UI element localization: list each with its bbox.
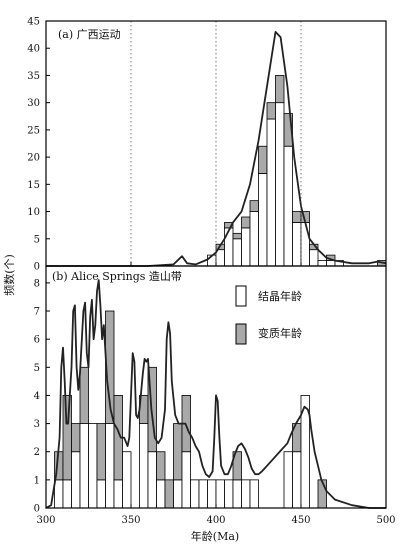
panel-b-bar-crystallization bbox=[190, 479, 200, 509]
panel-a-y-tick-label: 25 bbox=[27, 125, 40, 136]
legend-crystallization-swatch bbox=[235, 285, 247, 307]
panel-b-bar-crystallization bbox=[79, 423, 89, 509]
panel-b-bar-metamorphic bbox=[232, 451, 242, 481]
panel-b-bar-crystallization bbox=[215, 479, 225, 509]
panel-b-bar-metamorphic bbox=[79, 366, 89, 424]
panel-a-y-tick-label: 0 bbox=[34, 262, 40, 273]
panel-a-y-tick-label: 5 bbox=[34, 234, 40, 245]
panel-a-title: (a) 广西运动 bbox=[58, 28, 121, 41]
panel-b-y-tick-label: 4 bbox=[34, 391, 40, 402]
panel-a-bar-crystallization bbox=[249, 211, 259, 267]
panel-b-bar-crystallization bbox=[224, 479, 234, 509]
panel-b-bar-crystallization bbox=[232, 479, 242, 509]
panel-b-bar-crystallization bbox=[113, 479, 123, 509]
x-tick-label: 450 bbox=[291, 515, 310, 526]
panel-b-bar-crystallization bbox=[173, 479, 183, 509]
panel-b-frame bbox=[45, 265, 387, 509]
panel-b-bar-crystallization bbox=[207, 479, 217, 509]
panel-a-bar-metamorphic bbox=[266, 102, 276, 120]
panel-b-y-tick-label: 0 bbox=[34, 504, 40, 515]
legend-metamorphic-swatch bbox=[235, 323, 247, 345]
panel-a-bar-metamorphic bbox=[292, 211, 302, 223]
panel-a-bar-metamorphic bbox=[258, 145, 268, 174]
panel-b-bar-crystallization bbox=[147, 451, 157, 509]
panel-a-bar-crystallization bbox=[283, 145, 293, 267]
panel-b-y-tick-label: 8 bbox=[34, 278, 40, 289]
panel-b-bar-metamorphic bbox=[62, 395, 72, 481]
panel-b-bar-metamorphic bbox=[173, 423, 183, 481]
panel-a-bar-metamorphic bbox=[249, 200, 259, 212]
panel-b-bar-crystallization bbox=[54, 479, 64, 509]
panel-a-bar-crystallization bbox=[258, 173, 268, 267]
panel-b-bar-metamorphic bbox=[96, 423, 106, 481]
panel-b-y-tick-label: 5 bbox=[34, 363, 40, 374]
panel-b-bar-crystallization bbox=[283, 451, 293, 509]
panel-b-bar-crystallization bbox=[71, 451, 81, 509]
panel-b-bar-crystallization bbox=[88, 423, 98, 509]
panel-b-bar-crystallization bbox=[96, 479, 106, 509]
panel-a-y-tick-label: 40 bbox=[27, 44, 40, 55]
panel-a-y-tick-label: 30 bbox=[27, 98, 40, 109]
panel-b-density-curve bbox=[45, 279, 386, 509]
panel-b-bar-metamorphic bbox=[156, 451, 166, 481]
legend-metamorphic-label: 变质年龄 bbox=[258, 326, 302, 340]
legend-crystallization-label: 结晶年龄 bbox=[258, 289, 302, 303]
panel-b-y-tick-label: 2 bbox=[34, 447, 40, 458]
density-curves-layer bbox=[45, 31, 387, 509]
panel-b-bar-crystallization bbox=[62, 479, 72, 509]
panel-a-y-tick-label: 20 bbox=[27, 153, 40, 164]
panel-a-bar-crystallization bbox=[215, 249, 225, 267]
panel-a-bar-metamorphic bbox=[241, 216, 251, 229]
x-axis-title: 年龄(Ma) bbox=[191, 529, 239, 543]
panel-b-bar-crystallization bbox=[292, 451, 302, 509]
panel-a-bar-crystallization bbox=[317, 260, 327, 267]
panel-a-y-tick-label: 35 bbox=[27, 71, 40, 82]
panel-b-bar-crystallization bbox=[241, 479, 251, 509]
panel-b-y-tick-label: 6 bbox=[34, 335, 40, 346]
panel-a-bar-crystallization bbox=[326, 260, 336, 267]
panel-b-y-tick-label: 3 bbox=[34, 419, 40, 430]
x-tick-label: 300 bbox=[36, 515, 55, 526]
x-tick-label: 500 bbox=[376, 515, 395, 526]
panel-b-bar-metamorphic bbox=[164, 479, 174, 509]
panel-b-bar-crystallization bbox=[249, 479, 259, 509]
panel-a-y-tick-label: 15 bbox=[27, 180, 40, 191]
legend: 结晶年龄 变质年龄 bbox=[235, 285, 302, 345]
panel-b-bar-crystallization bbox=[139, 423, 149, 509]
panel-a-bar-crystallization bbox=[300, 222, 310, 267]
panel-a-bar-metamorphic bbox=[224, 222, 234, 229]
panel-b-bar-metamorphic bbox=[71, 423, 81, 453]
panel-b-bar-metamorphic bbox=[317, 479, 327, 509]
panel-a-bar-metamorphic bbox=[283, 113, 293, 147]
panel-a-bar-metamorphic bbox=[275, 75, 285, 104]
panel-a-y-tick-label: 45 bbox=[27, 17, 40, 28]
panel-b-bar-crystallization bbox=[105, 423, 115, 509]
panel-b-bar-crystallization bbox=[122, 451, 132, 509]
panel-b-bar-crystallization bbox=[156, 479, 166, 509]
panel-a-bar-metamorphic bbox=[232, 232, 242, 240]
panel-b-y-tick-label: 1 bbox=[34, 475, 40, 486]
panel-a-bar-crystallization bbox=[241, 227, 251, 267]
panel-a-bar-crystallization bbox=[232, 238, 242, 267]
panel-a-bar-crystallization bbox=[292, 222, 302, 267]
panel-a-bar-crystallization bbox=[275, 102, 285, 267]
bars-layer bbox=[54, 75, 387, 509]
panel-b-bar-crystallization bbox=[198, 479, 208, 509]
panel-a-bar-crystallization bbox=[224, 227, 234, 267]
panel-a-bar-crystallization bbox=[266, 118, 276, 267]
x-tick-label: 400 bbox=[206, 515, 225, 526]
panel-b-y-tick-label: 7 bbox=[34, 307, 40, 318]
x-tick-label: 350 bbox=[121, 515, 140, 526]
panel-a-y-tick-label: 10 bbox=[27, 207, 40, 218]
y-axis-title: 频数(个) bbox=[2, 254, 16, 296]
panel-a-density-curve bbox=[46, 31, 387, 267]
panel-b-bar-crystallization bbox=[181, 451, 191, 509]
panel-b-title: (b) Alice Springs 造山带 bbox=[52, 269, 182, 283]
panel-a-bar-crystallization bbox=[309, 249, 319, 267]
